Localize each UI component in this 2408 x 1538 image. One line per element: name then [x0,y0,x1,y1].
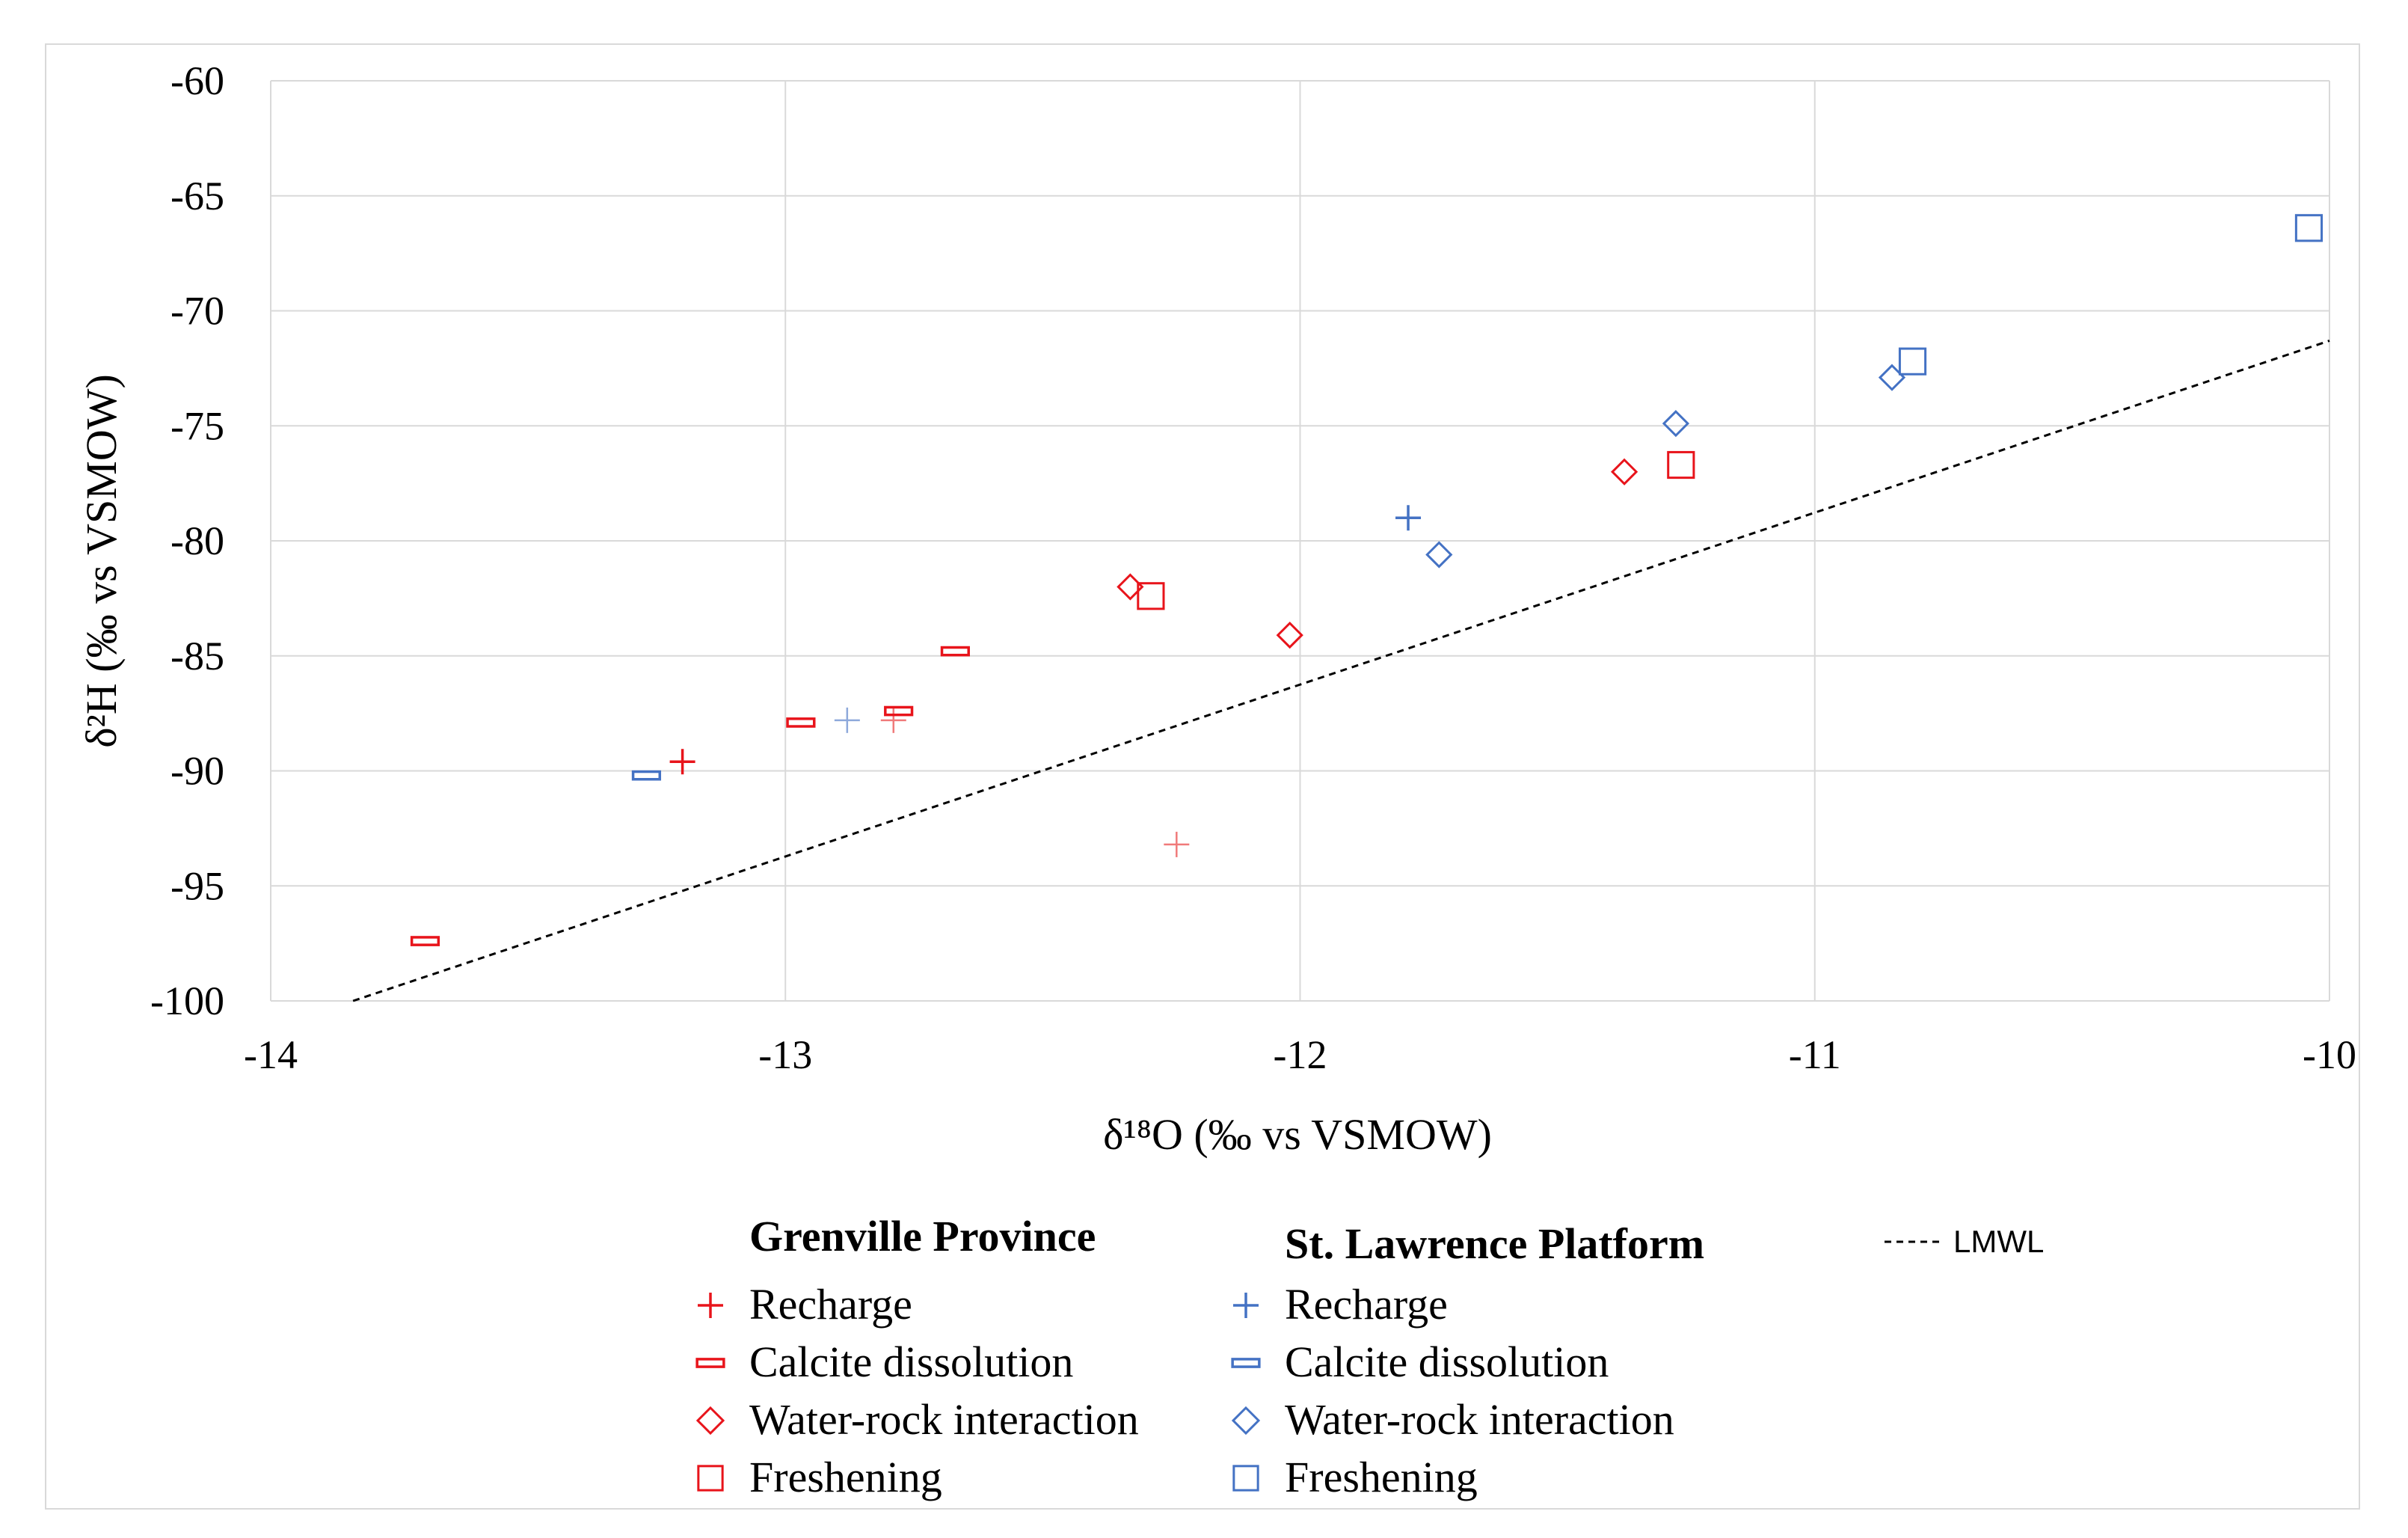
y-tick-label: -60 [171,58,224,103]
data-point-plus [1164,831,1190,857]
data-point-plus [834,707,860,733]
data-point-square [1667,450,1695,480]
legend-marker-diamond [1231,1406,1261,1436]
legend-marker-plus [698,1293,723,1318]
legend-marker-square [1232,1465,1259,1492]
data-point-plus [669,749,695,775]
data-point-diamond [1276,621,1303,649]
data-points [410,214,2323,946]
grid-lines [270,80,2330,1002]
legend-group-title: Grenville Province [749,1212,1096,1260]
data-point-plus [880,707,906,733]
data-point-dash [940,646,970,657]
data-point-dash [786,717,816,728]
legend-marker-diamond [695,1406,725,1436]
x-tick-label: -14 [244,1032,298,1077]
legend-marker-dash [1231,1358,1261,1368]
legend-group-title: St. Lawrence Platform [1285,1219,1704,1268]
data-point-dash [884,705,914,717]
legend-label: Freshening [749,1453,942,1501]
y-axis-title: δ²H (‰ vs VSMOW) [77,374,126,748]
x-tick-label: -11 [1789,1032,1841,1077]
legend-marker-dash [695,1358,725,1368]
lmwl-line [352,340,2330,1002]
y-tick-label: -70 [171,289,224,334]
legend-label: Freshening [1285,1453,1478,1501]
y-tick-label: -95 [171,863,224,908]
data-point-square [1898,347,1927,376]
y-tick-label: -80 [171,518,224,563]
data-point-plus [1395,505,1422,531]
data-point-square [1137,582,1165,610]
x-tick-label: -10 [2303,1032,2356,1077]
legend-label: Recharge [749,1280,912,1329]
x-tick-label: -12 [1274,1032,1327,1077]
data-point-diamond [1425,541,1453,569]
y-tick-label: -75 [171,403,224,448]
data-point-diamond [1662,410,1690,438]
lmwl-layer [352,340,2330,1002]
y-tick-label: -85 [171,634,224,678]
legend-marker-plus [1233,1293,1259,1318]
data-point-dash [410,936,440,946]
legend-label: Water-rock interaction [749,1395,1139,1444]
y-tick-label: -100 [150,978,224,1023]
legend-marker-square [697,1465,724,1492]
legend-label: Recharge [1285,1280,1448,1329]
y-tick-label: -65 [171,174,224,218]
x-axis-title: δ¹⁸O (‰ vs VSMOW) [1103,1110,1492,1159]
chart-frame [45,43,2360,1510]
y-tick-label: -90 [171,749,224,794]
x-tick-label: -13 [758,1032,812,1077]
legend: Grenville Province Recharge Calcite dissol… [695,1212,2044,1501]
legend-lmwl-label: LMWL [1953,1224,2044,1259]
data-point-diamond [1610,458,1638,485]
legend-label: Calcite dissolution [1285,1338,1609,1386]
data-point-dash [631,770,662,781]
data-point-square [2294,214,2323,242]
legend-label: Water-rock interaction [1285,1395,1674,1444]
tick-labels: -14 -13 -12 -11 -10 -60 -65 -70 -75 -80 -85 -90 -95 -… [150,58,2356,1077]
legend-label: Calcite dissolution [749,1338,1073,1386]
